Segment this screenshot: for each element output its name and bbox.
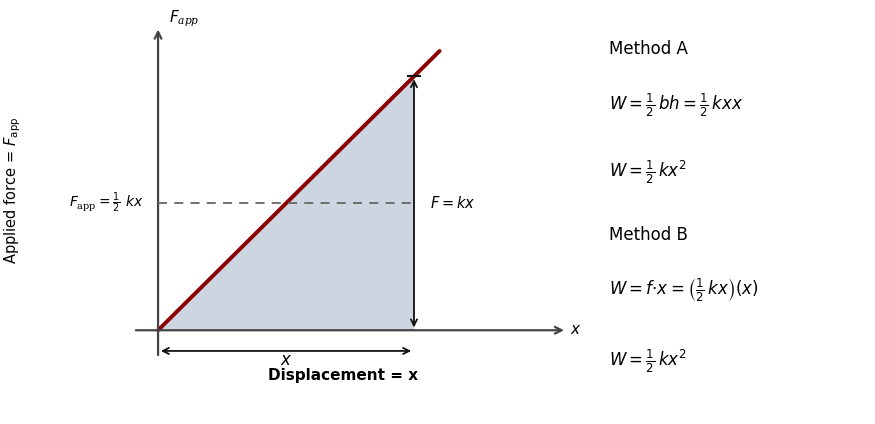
Text: Method B: Method B — [609, 226, 688, 244]
Text: $W = \frac{1}{2}\, bh = \frac{1}{2}\, kxx$: $W = \frac{1}{2}\, bh = \frac{1}{2}\, kx… — [609, 92, 743, 119]
Text: $F_\mathregular{app} = \frac{1}{2}\ kx$: $F_\mathregular{app} = \frac{1}{2}\ kx$ — [69, 191, 144, 215]
Text: $x$: $x$ — [280, 352, 292, 369]
Text: $F = kx$: $F = kx$ — [430, 195, 476, 211]
Text: $W = \frac{1}{2}\, kx^2$: $W = \frac{1}{2}\, kx^2$ — [609, 348, 686, 375]
Text: Displacement = x: Displacement = x — [268, 368, 418, 382]
Polygon shape — [158, 76, 414, 330]
Text: Method A: Method A — [609, 40, 688, 59]
Text: $F_\mathregular{app}$: $F_\mathregular{app}$ — [169, 9, 200, 30]
Text: Applied force = $F_\mathregular{app}$: Applied force = $F_\mathregular{app}$ — [3, 117, 24, 265]
Text: $W = f {\cdot} x = \left(\frac{1}{2}\, kx\right)(x)$: $W = f {\cdot} x = \left(\frac{1}{2}\, k… — [609, 277, 759, 304]
Text: $W = \frac{1}{2}\, kx^2$: $W = \frac{1}{2}\, kx^2$ — [609, 159, 686, 186]
Text: $x$: $x$ — [570, 323, 582, 337]
